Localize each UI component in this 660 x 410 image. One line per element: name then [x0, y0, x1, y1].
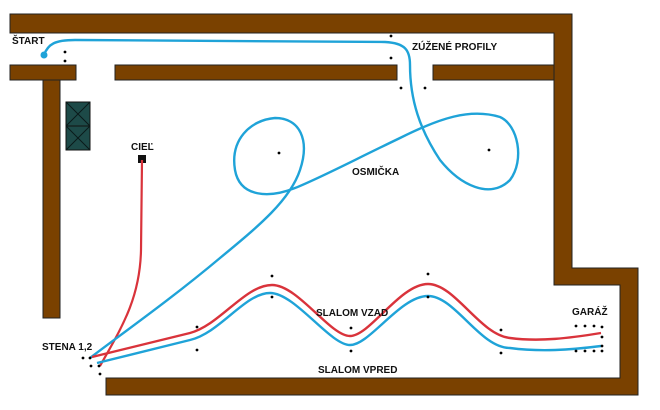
cone-dot [583, 324, 587, 328]
label-start: ŠTART [12, 34, 45, 47]
cone-dot [487, 148, 491, 152]
label-slalom-reverse: SLALOM VZAD [316, 308, 388, 319]
cone-dot [423, 86, 427, 90]
forward-path-slalom [96, 291, 602, 365]
cone-dot [63, 59, 67, 63]
label-slalom-forward: SLALOM VPRED [318, 365, 397, 376]
cone-dot [270, 295, 274, 299]
cone-dot [349, 349, 353, 353]
cone-dot [88, 356, 92, 360]
cone-dot [98, 372, 102, 376]
cone-dot [600, 335, 604, 339]
cone-dot [89, 364, 93, 368]
wall-middle-center [114, 64, 398, 81]
wall-middle-right [432, 64, 555, 81]
cone-dot [389, 56, 393, 60]
cone-dot [592, 324, 596, 328]
label-narrow-profiles: ZÚŽENÉ PROFILY [412, 40, 498, 53]
wall-middle-left [9, 64, 77, 81]
cone-dot [389, 34, 393, 38]
cone-dot [63, 50, 67, 54]
cone-dot [600, 344, 604, 348]
label-figure-eight: OSMIČKA [352, 165, 399, 178]
cone-dot [349, 326, 353, 330]
wall-top-right [9, 13, 639, 396]
cone-dot [426, 272, 430, 276]
reverse-path-slalom [91, 282, 602, 359]
cone-dot [426, 295, 430, 299]
cone-dot [499, 351, 503, 355]
wall-left-vertical [42, 79, 61, 319]
forward-path-main [42, 38, 520, 359]
label-finish: CIEĽ [131, 142, 154, 153]
cones [63, 34, 604, 376]
cone-dot [270, 274, 274, 278]
label-garage: GARÁŽ [572, 305, 608, 318]
cone-dot [574, 349, 578, 353]
cone-dot [574, 324, 578, 328]
label-wall: STENA 1,2 [42, 342, 93, 353]
cone-dot [81, 356, 85, 360]
cone-dot [277, 151, 281, 155]
walls [9, 13, 639, 396]
cone-dot [195, 325, 199, 329]
cone-dot [600, 325, 604, 329]
cone-dot [592, 349, 596, 353]
labels: ŠTART ZÚŽENÉ PROFILY CIEĽ OSMIČKA SLALOM… [12, 34, 608, 376]
finish-marker [138, 155, 146, 163]
cone-dot [583, 349, 587, 353]
start-point [40, 51, 48, 59]
cone-dot [399, 86, 403, 90]
cone-dot [600, 349, 604, 353]
cone-dot [97, 364, 101, 368]
obstacle-boxes [65, 101, 91, 151]
cone-dot [195, 348, 199, 352]
cone-dot [499, 328, 503, 332]
obstacle-cross [65, 101, 91, 151]
